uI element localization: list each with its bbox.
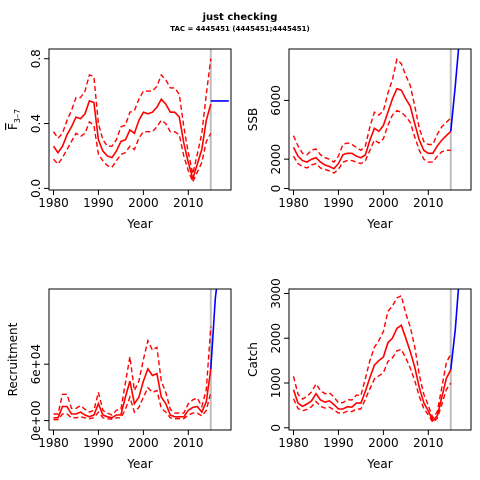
y-axis-label: Recruitment — [6, 322, 20, 396]
x-tick-label: 2000 — [128, 436, 159, 450]
figure-subtitle: TAC = 4445451 (4445451;4445451) — [170, 25, 309, 33]
x-axis-label: Year — [366, 217, 392, 231]
y-tick-label: 0.8 — [29, 49, 43, 68]
plot-frame — [48, 48, 232, 191]
y-tick-label: 0 — [269, 424, 283, 432]
panel-fishing-mortality: 1980 1990 2000 2010 0.0 0.4 0.8 Year F3–7 — [6, 48, 232, 231]
y-axis-label-subscript: 3–7 — [13, 109, 22, 123]
x-tick-label: 2000 — [128, 196, 159, 210]
plot-area — [53, 289, 218, 430]
lower-bound-line — [292, 109, 451, 174]
y-tick-label: 6e+04 — [29, 344, 43, 384]
x-axis-label: Year — [126, 217, 152, 231]
upper-bound-line — [53, 326, 212, 416]
y-axis-label-main: F — [6, 123, 20, 130]
x-tick-label: 2000 — [368, 196, 399, 210]
upper-bound-line — [292, 57, 452, 164]
x-tick-label: 1990 — [83, 436, 114, 450]
panel-ssb: 1980 1990 2000 2010 0 2000 6000 Year SSB — [246, 48, 472, 231]
figure-title: just checking — [202, 12, 278, 23]
y-axis-label: SSB — [246, 108, 260, 131]
x-tick-label: 2010 — [173, 436, 204, 450]
panel-recruitment: 1980 1990 2000 2010 0e+00 6e+04 Year Recruitmen… — [6, 288, 232, 471]
lower-bound-line — [52, 119, 212, 184]
projection-line — [210, 289, 218, 369]
plot-frame — [288, 48, 472, 191]
x-tick-label: 1990 — [323, 436, 354, 450]
y-tick-label: 0 — [269, 185, 283, 193]
x-tick-label: 2010 — [173, 196, 204, 210]
y-tick-label: 6000 — [269, 85, 283, 116]
upper-bound-line — [52, 58, 212, 174]
plot-area — [292, 49, 460, 190]
y-axis-label: F3–7 — [6, 109, 22, 130]
x-tick-label: 1980 — [278, 436, 309, 450]
estimate-line — [53, 367, 212, 419]
y-tick-label: 0.4 — [29, 114, 43, 133]
projection-line — [450, 49, 460, 132]
y-axis-label: Catch — [246, 342, 260, 377]
estimate-line — [292, 87, 452, 170]
x-tick-label: 1990 — [323, 196, 354, 210]
panel-catch: 1980 1990 2000 2010 0 1000 2000 3000 Year Catch — [246, 278, 472, 471]
y-tick-label: 1000 — [269, 368, 283, 399]
x-tick-label: 2000 — [368, 436, 399, 450]
estimate-line — [52, 97, 212, 182]
x-axis-label: Year — [366, 457, 392, 471]
plot-frame — [288, 288, 472, 431]
plot-area — [292, 289, 460, 430]
y-tick-label: 0.0 — [29, 179, 43, 198]
x-axis-label: Year — [126, 457, 152, 471]
x-tick-label: 1990 — [83, 196, 114, 210]
y-tick-label: 2000 — [269, 323, 283, 354]
x-tick-label: 1980 — [38, 436, 69, 450]
upper-bound-line — [292, 294, 452, 420]
y-tick-label: 3000 — [269, 278, 283, 309]
x-tick-label: 2010 — [413, 196, 444, 210]
x-tick-label: 2010 — [413, 436, 444, 450]
projection-line — [450, 289, 460, 370]
y-tick-label: 0e+00 — [29, 400, 43, 440]
y-tick-label: 2000 — [269, 144, 283, 175]
plot-area — [52, 49, 229, 190]
x-tick-label: 1980 — [38, 196, 69, 210]
lower-bound-line — [53, 386, 212, 421]
plot-frame — [48, 288, 232, 431]
x-tick-label: 1980 — [278, 196, 309, 210]
estimate-line — [292, 324, 452, 423]
